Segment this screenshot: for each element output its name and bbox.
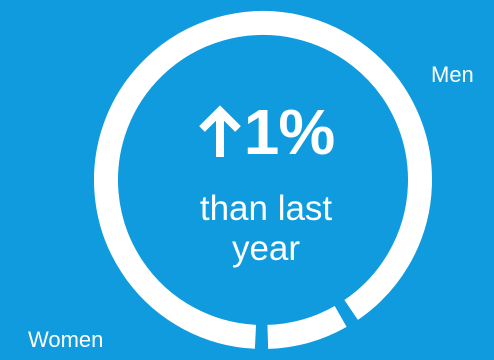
center-callout: 1% than last year [153,100,379,269]
slice-label-men: Men [431,62,474,87]
arrow-up-icon [198,105,241,157]
caption-line-1: than last [199,189,333,228]
change-value: 1% [243,96,335,168]
donut-slice-women [267,305,347,349]
caption-line-2: year [231,229,301,268]
donut-slice-men [94,11,432,349]
slice-label-women: Women [28,327,104,352]
change-headline: 1% [153,100,379,164]
change-caption: than last year [153,189,379,269]
